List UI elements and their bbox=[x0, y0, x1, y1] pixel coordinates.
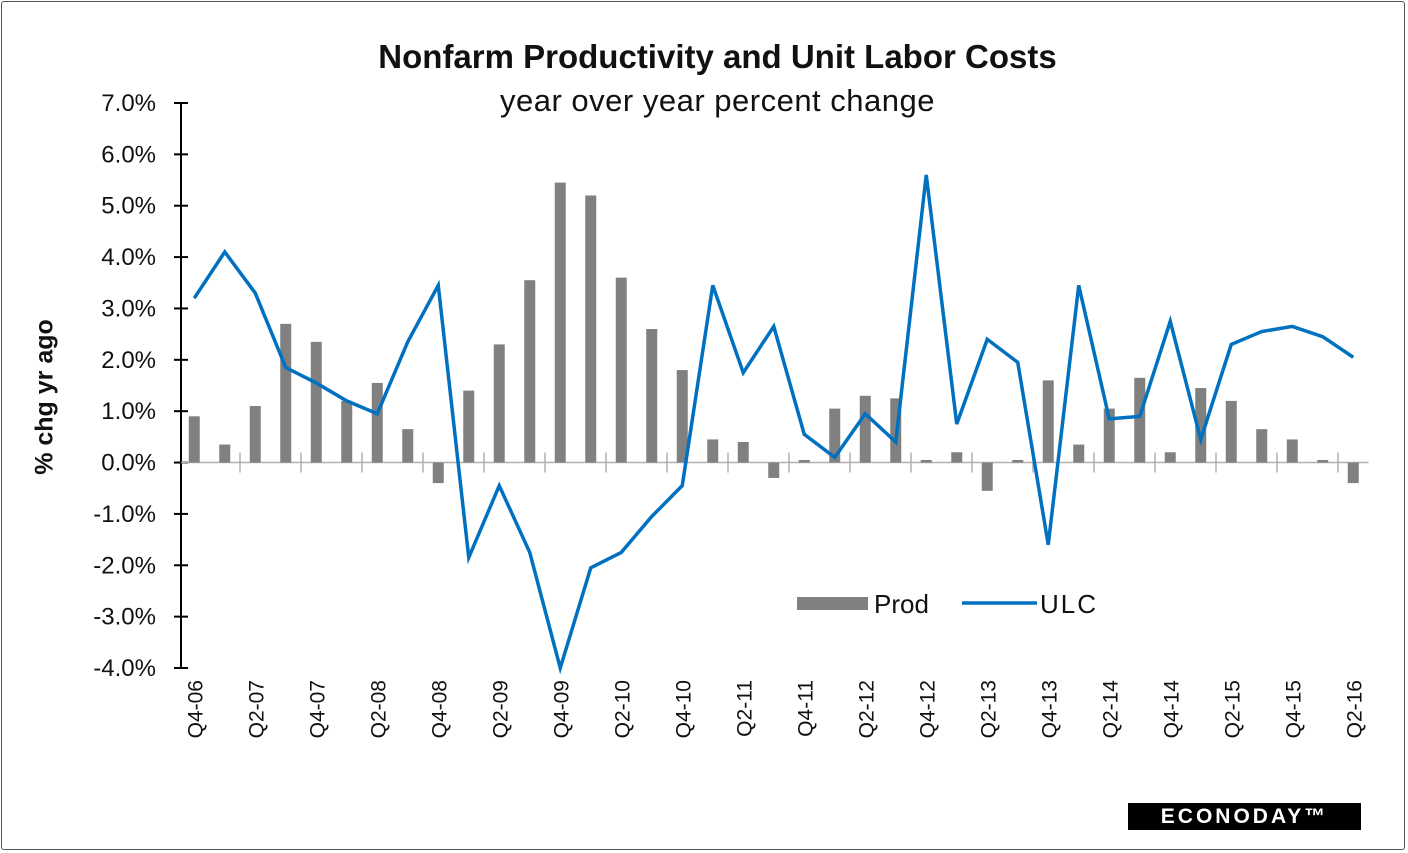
chart-title: Nonfarm Productivity and Unit Labor Cost… bbox=[378, 38, 1057, 75]
prod-bar bbox=[829, 408, 841, 463]
x-tick-label: Q4-09 bbox=[550, 680, 573, 738]
prod-bar bbox=[1164, 452, 1176, 463]
x-tick-label: Q2-10 bbox=[611, 680, 634, 738]
x-tick-label: Q2-16 bbox=[1343, 680, 1366, 738]
x-tick-label: Q4-13 bbox=[1038, 680, 1061, 738]
prod-bar bbox=[280, 323, 292, 463]
prod-bar bbox=[554, 182, 566, 463]
prod-bar bbox=[371, 382, 383, 463]
prod-bar bbox=[585, 195, 597, 463]
prod-bar bbox=[737, 442, 749, 463]
prod-bar bbox=[615, 277, 627, 463]
prod-bar bbox=[1317, 459, 1329, 463]
y-tick-label: -2.0% bbox=[93, 552, 156, 579]
prod-bar bbox=[1073, 444, 1085, 463]
y-tick-label: -4.0% bbox=[93, 655, 156, 682]
legend-prod-swatch bbox=[797, 597, 868, 610]
prod-bar bbox=[402, 429, 414, 463]
y-tick-label: 7.0% bbox=[101, 90, 156, 117]
y-tick-label: 0.0% bbox=[101, 450, 156, 477]
prod-bar bbox=[341, 400, 353, 463]
y-tick-label: 5.0% bbox=[101, 193, 156, 220]
prod-bar bbox=[646, 329, 658, 463]
x-tick-label: Q4-06 bbox=[184, 680, 207, 738]
prod-bar bbox=[249, 406, 261, 463]
prod-bar bbox=[707, 439, 719, 463]
prod-bar bbox=[1134, 377, 1146, 463]
prod-bar bbox=[432, 462, 444, 484]
prod-bar bbox=[1042, 380, 1054, 463]
econoday-logo: ECONODAY™ bbox=[1128, 803, 1361, 830]
x-tick-label: Q2-08 bbox=[367, 680, 390, 738]
prod-bar bbox=[524, 280, 536, 463]
prod-bar bbox=[188, 416, 200, 463]
y-tick-label: 2.0% bbox=[101, 347, 156, 374]
prod-bar bbox=[1286, 439, 1298, 463]
prod-bar bbox=[951, 452, 963, 463]
x-tick-label: Q4-15 bbox=[1282, 680, 1305, 738]
prod-bar bbox=[798, 459, 810, 463]
prod-bar bbox=[768, 462, 780, 478]
x-tick-label: Q2-14 bbox=[1099, 680, 1122, 739]
prod-bar bbox=[920, 459, 932, 463]
y-tick-label: 3.0% bbox=[101, 295, 156, 322]
prod-bar bbox=[493, 344, 505, 463]
prod-bar bbox=[676, 370, 688, 463]
prod-bar bbox=[859, 395, 871, 463]
x-tick-label: Q4-12 bbox=[916, 680, 939, 738]
x-tick-label: Q2-11 bbox=[733, 680, 756, 737]
y-tick-label: 4.0% bbox=[101, 244, 156, 271]
y-tick-label: 6.0% bbox=[101, 141, 156, 168]
prod-bar bbox=[1225, 400, 1237, 463]
prod-bar bbox=[463, 390, 475, 463]
x-tick-label: Q2-09 bbox=[489, 680, 512, 738]
x-tick-label: Q2-13 bbox=[977, 680, 1000, 738]
legend-prod-label: Prod bbox=[874, 589, 929, 619]
prod-bar bbox=[219, 444, 231, 463]
y-tick-label: -1.0% bbox=[93, 501, 156, 528]
x-tick-label: Q2-15 bbox=[1221, 680, 1244, 738]
ulc-line bbox=[192, 174, 1355, 675]
legend-ulc-label: ULC bbox=[1040, 589, 1098, 619]
x-tick-label: Q4-11 bbox=[794, 680, 817, 737]
prod-bar bbox=[1103, 408, 1115, 463]
x-tick-label: Q4-08 bbox=[428, 680, 451, 738]
x-tick-label: Q2-07 bbox=[245, 680, 268, 738]
x-tick-label: Q4-07 bbox=[306, 680, 329, 738]
y-tick-label: -3.0% bbox=[93, 604, 156, 631]
prod-bar bbox=[310, 341, 322, 463]
x-tick-label: Q4-14 bbox=[1160, 680, 1183, 739]
prod-bar bbox=[1347, 462, 1359, 484]
prod-bar bbox=[1256, 429, 1268, 463]
chart-subtitle: year over year percent change bbox=[500, 83, 935, 118]
y-tick-label: 1.0% bbox=[101, 398, 156, 425]
prod-bar bbox=[1012, 459, 1024, 463]
prod-bar bbox=[1195, 388, 1207, 463]
prod-bar bbox=[981, 462, 993, 491]
x-tick-label: Q4-10 bbox=[672, 680, 695, 738]
x-tick-label: Q2-12 bbox=[855, 680, 878, 738]
